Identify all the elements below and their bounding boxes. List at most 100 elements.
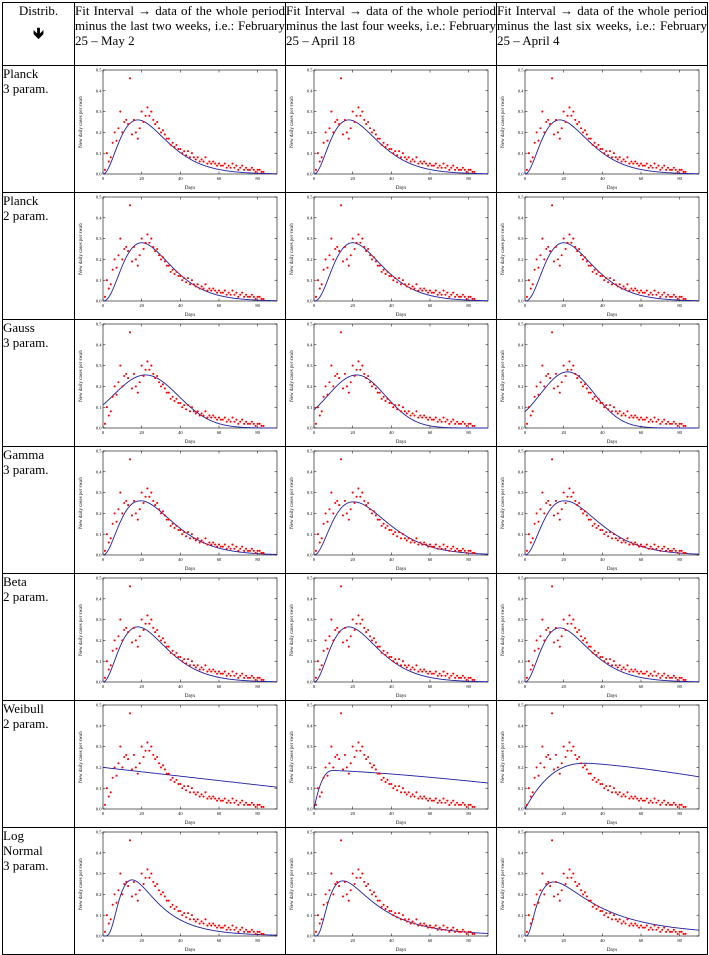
data-point [438,418,441,421]
data-point [392,279,395,282]
data-point [320,283,323,286]
data-point [252,168,255,171]
data-point [196,537,199,540]
y-tick-label: 0.3 [307,363,313,368]
data-point [409,287,412,290]
x-axis-label: Days [607,948,617,953]
data-point [676,297,679,300]
data-point [380,778,383,781]
data-point [384,780,387,784]
y-tick-label: 0.1 [307,278,313,283]
data-point [105,533,108,536]
data-point [105,152,108,155]
data-point [192,410,195,413]
data-point [349,508,352,511]
data-point [345,639,348,642]
data-point [152,499,155,502]
data-point [643,799,646,802]
data-point [179,782,182,786]
data-point [436,166,439,169]
data-point [549,504,552,507]
data-point [246,549,250,552]
data-point [117,381,120,384]
data-point [527,406,530,409]
data-point [107,541,110,544]
data-point [444,547,447,550]
data-point [653,924,656,927]
data-point [248,930,251,933]
data-point [204,791,207,794]
x-tick-label: 0 [102,938,105,943]
data-point [597,524,600,527]
data-point [150,745,153,748]
data-point [121,766,124,769]
data-point [547,753,550,756]
data-point [380,651,383,654]
data-point [198,541,201,544]
data-point [103,168,106,171]
data-point [585,514,588,517]
data-point [657,672,660,675]
data-point [541,745,544,748]
data-point [115,774,118,777]
data-point [192,537,195,540]
data-point [438,164,441,167]
x-axis-label: Days [185,313,195,318]
data-point [132,372,135,375]
y-tick-label: 0.5 [518,195,524,200]
data-point [560,762,563,765]
y-tick-label: 0.2 [96,511,102,516]
data-point [129,712,132,715]
y-tick-label: 0.1 [96,659,102,664]
y-tick-label: 0.0 [307,426,313,431]
data-point [599,782,602,786]
data-point [401,660,404,663]
data-point [158,381,161,384]
data-point [665,422,668,425]
data-point [450,674,453,677]
data-point [576,885,579,888]
data-point [318,668,321,671]
data-point [638,545,641,548]
data-point [578,882,581,886]
data-point [123,120,126,124]
data-point [450,420,453,423]
data-point [647,801,650,804]
data-point [554,118,557,121]
data-point [605,912,608,915]
data-point [134,639,137,642]
y-tick-label: 0.5 [96,68,102,73]
y-tick-label: 0.1 [518,278,524,283]
data-point [196,791,199,794]
data-point [103,295,106,298]
data-point [574,245,577,248]
data-point [409,160,412,163]
data-point [158,762,161,765]
data-point [212,668,215,671]
x-tick-label: 60 [217,811,222,816]
data-point [533,776,536,779]
data-point [140,364,143,367]
data-point [181,533,184,536]
data-point [609,785,612,788]
data-point [138,381,141,384]
row-label: Log Normal 3 param. [2,827,75,955]
data-point [467,803,470,806]
data-point [210,924,213,927]
data-point [372,637,375,640]
data-point [370,385,374,388]
data-point [398,912,401,915]
data-point [382,268,385,271]
data-point [668,168,672,171]
data-point [649,418,652,421]
y-tick-label: 0.2 [518,765,524,770]
data-point [123,247,126,251]
data-point [159,893,163,896]
data-point [562,237,565,240]
data-point [216,164,219,167]
data-point [330,872,333,875]
y-tick-label: 0.0 [307,553,313,558]
data-point [670,168,673,171]
